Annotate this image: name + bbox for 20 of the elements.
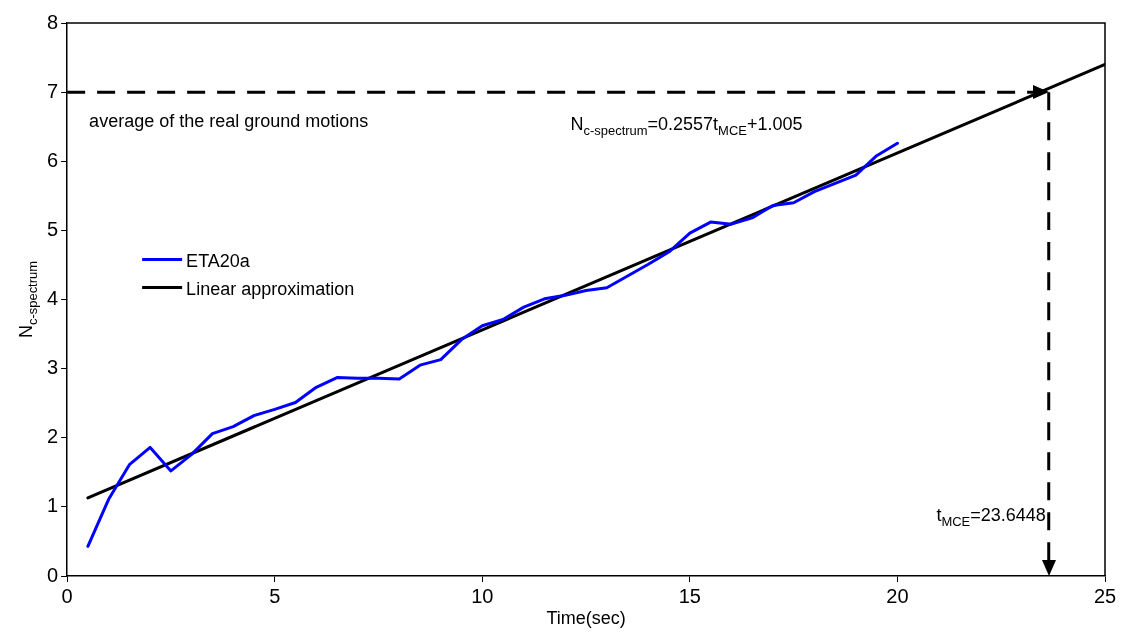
x-tick-label: 25 bbox=[1093, 584, 1117, 607]
y-tick-label: 1 bbox=[47, 494, 59, 517]
x-tick-label: 20 bbox=[886, 584, 909, 607]
y-tick-label: 3 bbox=[47, 356, 59, 379]
y-tick-label: 0 bbox=[47, 563, 59, 586]
x-tick-label: 15 bbox=[678, 584, 701, 607]
legend-label: Linear approximation bbox=[186, 278, 355, 299]
x-tick-label: 10 bbox=[471, 584, 494, 607]
x-tick-label: 5 bbox=[269, 584, 281, 607]
y-tick-label: 5 bbox=[47, 217, 59, 240]
legend-label: ETA20a bbox=[186, 250, 251, 271]
ref-line-label: average of the real ground motions bbox=[89, 111, 369, 132]
y-tick-label: 6 bbox=[47, 148, 59, 171]
x-axis-title: Time(sec) bbox=[546, 608, 626, 628]
y-tick-label: 8 bbox=[47, 10, 59, 33]
y-axis-title: Nc-spectrum bbox=[16, 260, 41, 339]
y-tick-label: 4 bbox=[47, 287, 59, 310]
x-tick-label: 0 bbox=[61, 584, 73, 607]
y-tick-label: 2 bbox=[47, 425, 59, 448]
y-tick-label: 7 bbox=[47, 79, 59, 102]
